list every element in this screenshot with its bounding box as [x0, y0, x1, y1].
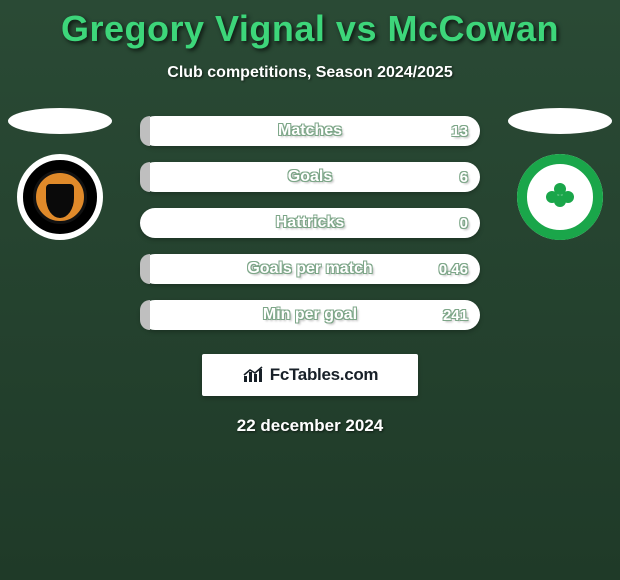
left-player-name-plate [8, 108, 112, 134]
stat-label: Min per goal [140, 306, 480, 324]
stat-label: Matches [140, 122, 480, 140]
branding-text: FcTables.com [270, 365, 379, 385]
stat-bar: Min per goal 241 [140, 300, 480, 330]
page-subtitle: Club competitions, Season 2024/2025 [0, 64, 620, 82]
stat-bar: Hattricks 0 [140, 208, 480, 238]
left-club-crest [17, 154, 103, 240]
stat-label: Goals [140, 168, 480, 186]
stat-value-right: 13 [451, 123, 468, 140]
stat-bar: Goals per match 0.46 [140, 254, 480, 284]
right-player-name-plate [508, 108, 612, 134]
stat-value-right: 241 [443, 307, 468, 324]
left-player-column [8, 108, 112, 240]
comparison-panel: Matches 13 Goals 6 Hattricks 0 Goals per… [0, 116, 620, 436]
stat-value-right: 6 [460, 169, 468, 186]
stat-label: Hattricks [140, 214, 480, 232]
page-title: Gregory Vignal vs McCowan [0, 0, 620, 50]
branding-badge: FcTables.com [202, 354, 418, 396]
stat-bars: Matches 13 Goals 6 Hattricks 0 Goals per… [140, 116, 480, 330]
stat-label: Goals per match [140, 260, 480, 278]
clover-icon [546, 183, 574, 211]
stat-value-right: 0 [460, 215, 468, 232]
right-player-column [508, 108, 612, 240]
right-club-crest [517, 154, 603, 240]
stat-bar: Matches 13 [140, 116, 480, 146]
stat-value-right: 0.46 [439, 261, 468, 278]
stat-bar: Goals 6 [140, 162, 480, 192]
date-text: 22 december 2024 [0, 416, 620, 436]
chart-icon [242, 366, 264, 384]
